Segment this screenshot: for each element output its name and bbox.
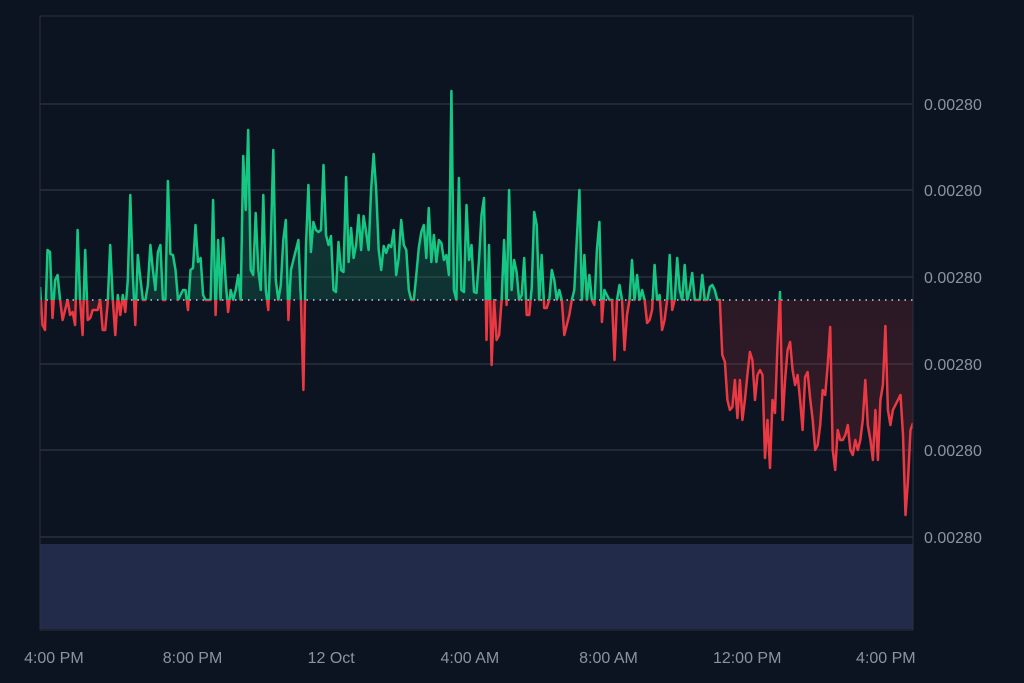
- y-tick-label: 0.00280: [924, 97, 982, 114]
- price-line-below-baseline: [40, 300, 913, 517]
- price-line-above-baseline: [40, 89, 782, 300]
- volume-bars: [40, 544, 913, 629]
- x-tick-label: 8:00 AM: [579, 650, 638, 667]
- y-tick-label: 0.00280: [924, 443, 982, 460]
- x-tick-label: 12:00 PM: [713, 650, 781, 667]
- area-fill-below-baseline: [40, 300, 913, 515]
- y-tick-label: 0.00280: [924, 270, 982, 287]
- x-tick-label: 4:00 PM: [856, 650, 916, 667]
- y-axis-labels: 0.00280 0.00280 0.00280 0.00280 0.00280 0.002…: [924, 97, 982, 547]
- x-tick-label: 8:00 PM: [163, 650, 223, 667]
- y-tick-label: 0.00280: [924, 357, 982, 374]
- y-tick-label: 0.00280: [924, 183, 982, 200]
- x-axis-labels: 4:00 PM 8:00 PM 12 Oct 4:00 AM 8:00 AM 12:00 …: [24, 650, 916, 667]
- plot-frame: [39, 15, 914, 631]
- x-tick-label: 12 Oct: [308, 650, 356, 667]
- x-tick-label: 4:00 AM: [441, 650, 500, 667]
- x-tick-label: 4:00 PM: [24, 650, 84, 667]
- y-tick-label: 0.00280: [924, 530, 982, 547]
